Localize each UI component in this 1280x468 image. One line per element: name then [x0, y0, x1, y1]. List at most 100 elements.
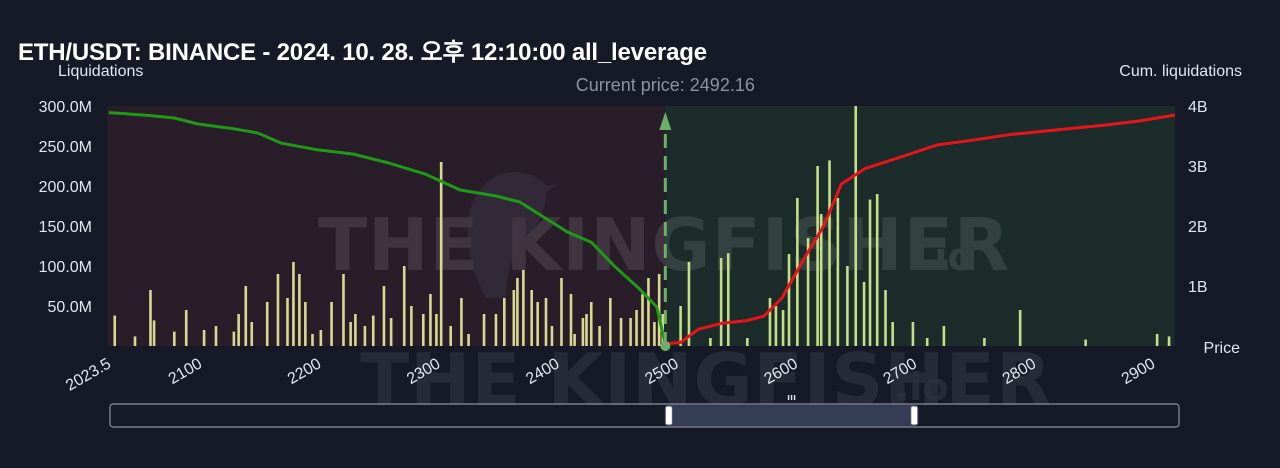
- liquidation-bar: [516, 278, 519, 346]
- liquidation-bar: [389, 318, 393, 346]
- y2-tick-label: 1B: [1188, 279, 1208, 296]
- liquidation-bar: [709, 338, 712, 346]
- y2-tick-label: 3B: [1188, 159, 1208, 176]
- liquidation-bar: [439, 162, 443, 346]
- y-axis-right: 1B 2B 3B 4B: [1188, 99, 1208, 296]
- long-side-region: [665, 106, 1175, 346]
- liquidation-bar: [819, 214, 823, 346]
- y-axis-left: 50.0M 100.0M 150.0M 200.0M 250.0M 300.0M: [39, 99, 92, 316]
- liquidation-bar: [371, 315, 375, 346]
- x-tick-label: 2100: [166, 355, 205, 388]
- liquidation-bar: [149, 290, 152, 346]
- liquidation-bar: [983, 338, 986, 346]
- liquidation-bar: [911, 322, 915, 346]
- liquidation-bar: [298, 274, 301, 346]
- svg-text:.io: .io: [895, 365, 949, 409]
- liquidation-bar: [354, 314, 357, 346]
- liquidation-bar: [653, 322, 656, 346]
- liquidation-bar: [311, 334, 314, 346]
- liquidation-bar: [276, 274, 280, 346]
- liquidation-bar: [560, 278, 563, 346]
- liquidation-bar: [244, 286, 248, 346]
- liquidation-bar: [237, 314, 240, 346]
- liquidation-bar: [133, 336, 137, 346]
- liquidation-bar: [173, 331, 176, 346]
- navigator-grip-icon[interactable]: [787, 395, 796, 400]
- liquidation-bar: [806, 238, 810, 346]
- y-tick-label: 250.0M: [39, 139, 92, 156]
- liquidation-bar: [502, 298, 506, 346]
- navigator-window[interactable]: [668, 405, 915, 426]
- liquidation-bar: [482, 314, 486, 346]
- x-tick-label: 2023.5: [63, 355, 114, 394]
- liquidation-bar: [435, 314, 438, 346]
- liquidation-bar: [512, 290, 516, 346]
- y-tick-label: 50.0M: [48, 299, 92, 316]
- liquidation-bar: [891, 322, 894, 346]
- liquidation-bar: [292, 262, 295, 346]
- liquidation-bar: [449, 326, 452, 346]
- current-price-arrow-icon: [659, 112, 672, 130]
- liquidation-bar: [202, 330, 206, 346]
- liquidation-bar: [719, 258, 723, 346]
- liquidation-bar: [522, 270, 525, 346]
- y-tick-label: 150.0M: [39, 219, 92, 236]
- liquidation-bar: [726, 253, 730, 346]
- navigator-left-handle[interactable]: [664, 405, 673, 426]
- liquidation-bar: [774, 306, 778, 346]
- liquidation-bar: [402, 266, 406, 346]
- liquidation-bar: [609, 298, 612, 346]
- liquidation-bar: [349, 322, 352, 346]
- liquidation-bar: [846, 266, 849, 346]
- liquidation-bar: [319, 330, 323, 346]
- liquidation-bar: [342, 274, 345, 346]
- liquidation-bar: [429, 294, 432, 346]
- liquidation-bar: [1084, 339, 1087, 346]
- y-tick-label: 300.0M: [39, 99, 92, 116]
- y-axis-title: Liquidations: [58, 63, 143, 80]
- liquidation-bar: [679, 306, 682, 346]
- navigator-track[interactable]: [109, 403, 1180, 428]
- liquidation-bar: [787, 254, 791, 346]
- y2-axis-title: Cum. liquidations: [1119, 63, 1242, 80]
- cumulative-lines: [108, 111, 1176, 346]
- navigator-right-handle[interactable]: [910, 405, 919, 426]
- liquidation-bar: [265, 302, 269, 346]
- liquidation-bar: [598, 326, 601, 346]
- y-tick-label: 200.0M: [39, 179, 92, 196]
- y-tick-label: 100.0M: [39, 259, 92, 276]
- liquidation-bar: [460, 298, 463, 346]
- svg-text:.io: .io: [920, 235, 974, 279]
- current-price-label: Current price: 2492.16: [576, 75, 755, 95]
- x-tick-label: 2900: [1119, 355, 1158, 388]
- kingfisher-bird-icon: [467, 172, 558, 298]
- range-navigator[interactable]: [109, 395, 1180, 428]
- liquidation-bar: [629, 318, 632, 346]
- liquidation-bar: [536, 302, 539, 346]
- liquidation-bar: [828, 160, 831, 346]
- liquidation-bar: [854, 106, 858, 346]
- liquidation-bar: [1167, 336, 1171, 346]
- liquidation-bar: [836, 198, 840, 346]
- liquidation-bar: [569, 294, 573, 346]
- y2-tick-label: 2B: [1188, 219, 1208, 236]
- liquidation-bar: [573, 334, 576, 346]
- liquidation-bar: [589, 302, 593, 346]
- liquidation-bar: [862, 282, 866, 346]
- liquidation-bar: [585, 314, 588, 346]
- liquidation-bar: [467, 334, 470, 346]
- cum-long-line: [666, 113, 1176, 346]
- liquidation-bar: [494, 314, 498, 346]
- x-axis-title: Price: [1204, 340, 1241, 357]
- x-tick-label: 2200: [285, 355, 324, 388]
- liquidation-bar: [363, 326, 367, 346]
- liquidation-bar: [746, 338, 749, 346]
- liquidation-bar: [421, 314, 425, 346]
- liquidation-bar: [816, 166, 819, 346]
- liquidation-bar: [330, 302, 333, 346]
- liquidation-bar: [925, 338, 929, 346]
- liquidation-bar: [942, 326, 946, 346]
- liquidation-bar: [214, 326, 218, 346]
- current-price-marker: Current price: 2492.16: [576, 75, 755, 351]
